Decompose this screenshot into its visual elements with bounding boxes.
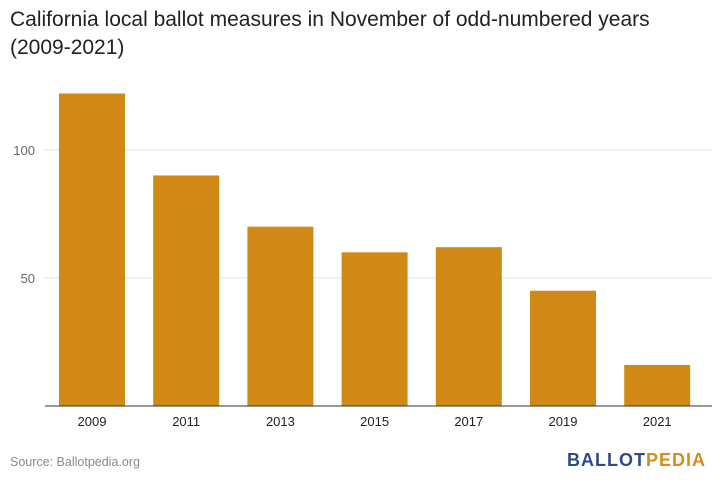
y-tick-label: 50: [21, 271, 35, 286]
x-tick-label-2009: 2009: [78, 414, 107, 429]
chart-title: California local ballot measures in Nove…: [10, 8, 650, 59]
ballotpedia-logo: BALLOTPEDIA: [567, 450, 706, 471]
x-tick-label-2011: 2011: [172, 414, 200, 429]
x-tick-label-2021: 2021: [643, 414, 672, 429]
x-axis-ticks: 2009 2011 2013 2015 2017 2019 2021: [78, 414, 672, 429]
bar-chart: 50 100 2009 2011 2013 2015 2017 2019 2021: [13, 93, 712, 429]
bar-2021: [624, 365, 691, 406]
x-tick-label-2015: 2015: [360, 414, 389, 429]
bar-2017: [435, 247, 502, 406]
x-tick-label-2013: 2013: [266, 414, 295, 429]
bar-2013: [247, 226, 314, 406]
bars: [59, 93, 691, 406]
bar-2015: [341, 252, 408, 406]
source-text: Source: Ballotpedia.org: [10, 455, 140, 469]
y-tick-label: 100: [13, 143, 35, 158]
bar-2011: [153, 175, 220, 406]
y-axis-ticks: 50 100: [13, 143, 35, 286]
x-tick-label-2019: 2019: [549, 414, 578, 429]
x-tick-label-2017: 2017: [454, 414, 483, 429]
logo-part-2: PEDIA: [645, 450, 706, 470]
bar-2019: [530, 290, 596, 406]
bar-2009: [59, 93, 125, 406]
logo-part-1: BALLOT: [567, 450, 646, 470]
